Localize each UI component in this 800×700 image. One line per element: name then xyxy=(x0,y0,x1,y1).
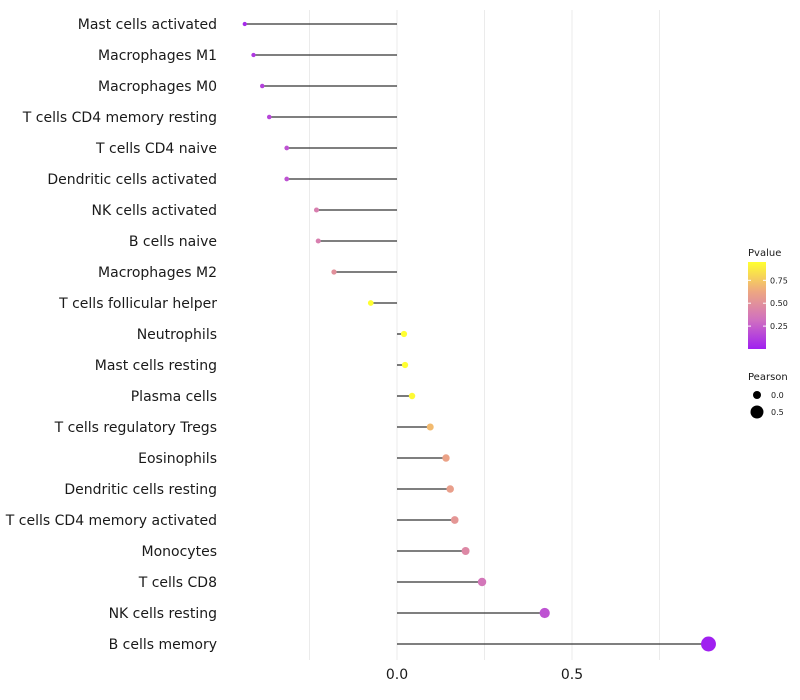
x-tick-layer: 0.0 0.5 xyxy=(386,667,583,683)
pvalue-tick-label: 0.50 xyxy=(770,299,788,308)
category-label: T cells regulatory Tregs xyxy=(54,420,217,436)
category-label: Mast cells resting xyxy=(95,358,217,374)
pearson-legend-entries: 0.0 0.5 xyxy=(750,391,784,419)
lollipop-point xyxy=(701,636,716,652)
lollipop-point xyxy=(408,392,416,400)
category-label: B cells memory xyxy=(109,637,217,653)
lollipop-point xyxy=(367,300,374,306)
lollipop-point xyxy=(260,83,265,89)
category-label: NK cells resting xyxy=(109,606,217,622)
category-label: T cells CD4 naive xyxy=(95,141,217,157)
category-label: T cells CD4 memory resting xyxy=(22,110,217,126)
category-label: Monocytes xyxy=(142,544,217,560)
category-label: Dendritic cells activated xyxy=(47,172,217,188)
stem-layer xyxy=(244,23,709,645)
lollipop-point xyxy=(331,269,337,275)
category-label: Mast cells activated xyxy=(78,17,217,33)
legend: Pvalue 0.25 0.50 0.75 Pearson 0.0 0.5 xyxy=(748,248,788,419)
category-label: NK cells activated xyxy=(92,203,217,219)
lollipop-point xyxy=(266,114,272,120)
x-tick-label: 0.0 xyxy=(386,667,408,683)
category-label: Macrophages M2 xyxy=(98,265,217,281)
point-layer xyxy=(242,21,716,652)
x-tick-label: 0.5 xyxy=(561,667,583,683)
lollipop-point xyxy=(251,52,256,58)
pvalue-legend-title: Pvalue xyxy=(748,248,781,259)
category-label: Macrophages M0 xyxy=(98,79,217,95)
category-label: Dendritic cells resting xyxy=(64,482,217,498)
lollipop-point xyxy=(313,207,320,213)
category-label: Eosinophils xyxy=(138,451,217,467)
category-label: B cells naive xyxy=(129,234,217,250)
lollipop-point xyxy=(539,607,550,619)
lollipop-point xyxy=(477,577,487,587)
pearson-legend-key xyxy=(753,391,761,399)
category-label: Plasma cells xyxy=(131,389,217,405)
lollipop-point xyxy=(442,454,450,462)
category-label: T cells CD8 xyxy=(138,575,217,591)
lollipop-point xyxy=(426,423,434,431)
lollipop-point xyxy=(400,330,408,338)
grid-layer xyxy=(309,10,660,660)
category-label-layer: Mast cells activated Macrophages M1 Macrop… xyxy=(5,17,217,653)
pearson-legend-key xyxy=(750,405,764,419)
lollipop-point xyxy=(242,21,247,27)
pearson-legend-title: Pearson xyxy=(748,372,788,383)
category-label: Neutrophils xyxy=(137,327,217,343)
pearson-legend-label: 0.0 xyxy=(771,391,784,400)
pvalue-legend-ticks: 0.25 0.50 0.75 xyxy=(748,276,788,331)
lollipop-point xyxy=(315,238,321,244)
lollipop-point xyxy=(446,485,454,493)
category-label: T cells follicular helper xyxy=(58,296,217,312)
pvalue-tick-label: 0.25 xyxy=(770,322,788,331)
category-label: T cells CD4 memory activated xyxy=(5,513,217,529)
lollipop-point xyxy=(284,176,290,182)
lollipop-point xyxy=(450,516,459,524)
lollipop-point xyxy=(284,145,290,151)
pvalue-tick-label: 0.75 xyxy=(770,276,788,285)
lollipop-point xyxy=(461,547,470,555)
pvalue-colorbar xyxy=(748,262,766,349)
lollipop-point xyxy=(401,361,409,369)
pearson-legend-label: 0.5 xyxy=(771,408,784,417)
category-label: Macrophages M1 xyxy=(98,48,217,64)
